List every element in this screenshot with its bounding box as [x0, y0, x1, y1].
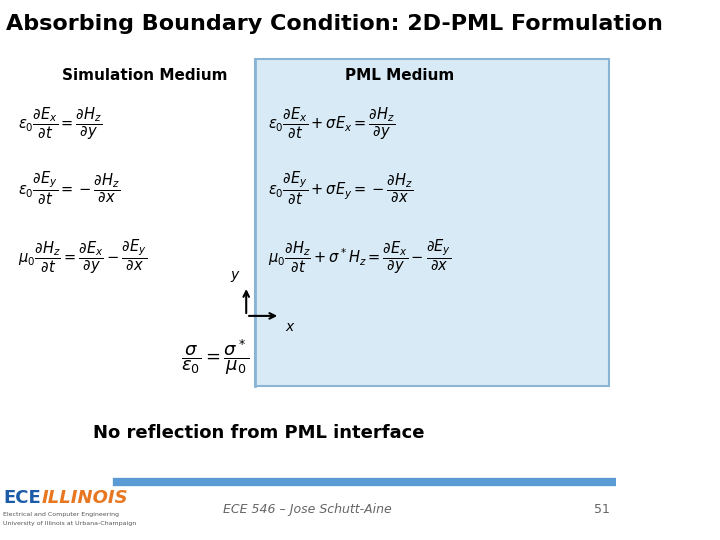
- Text: y: y: [230, 268, 239, 282]
- Text: Absorbing Boundary Condition: 2D-PML Formulation: Absorbing Boundary Condition: 2D-PML For…: [6, 14, 663, 33]
- Text: $\varepsilon_0 \dfrac{\partial E_y}{\partial t} + \sigma E_y = -\dfrac{\partial : $\varepsilon_0 \dfrac{\partial E_y}{\par…: [268, 170, 413, 207]
- Text: $\varepsilon_0 \dfrac{\partial E_x}{\partial t} = \dfrac{\partial H_z}{\partial : $\varepsilon_0 \dfrac{\partial E_x}{\par…: [19, 105, 103, 141]
- Text: ECE 546 – Jose Schutt-Aine: ECE 546 – Jose Schutt-Aine: [223, 503, 392, 516]
- FancyBboxPatch shape: [256, 59, 609, 386]
- Text: $\varepsilon_0 \dfrac{\partial E_y}{\partial t} = -\dfrac{\partial H_z}{\partial: $\varepsilon_0 \dfrac{\partial E_y}{\par…: [19, 170, 121, 207]
- Text: 51: 51: [593, 503, 609, 516]
- Text: PML Medium: PML Medium: [346, 68, 455, 83]
- Text: ILLINOIS: ILLINOIS: [42, 489, 128, 507]
- Text: $\varepsilon_0 \dfrac{\partial E_x}{\partial t} + \sigma E_x = \dfrac{\partial H: $\varepsilon_0 \dfrac{\partial E_x}{\par…: [268, 105, 395, 141]
- Text: University of Illinois at Urbana-Champaign: University of Illinois at Urbana-Champai…: [3, 521, 136, 525]
- Text: $\dfrac{\sigma}{\varepsilon_0} = \dfrac{\sigma^*}{\mu_0}$: $\dfrac{\sigma}{\varepsilon_0} = \dfrac{…: [181, 338, 250, 377]
- Text: $\mu_0 \dfrac{\partial H_z}{\partial t} + \sigma^* H_z = \dfrac{\partial E_x}{\p: $\mu_0 \dfrac{\partial H_z}{\partial t} …: [268, 238, 451, 276]
- Text: No reflection from PML interface: No reflection from PML interface: [93, 424, 424, 442]
- Text: Electrical and Computer Engineering: Electrical and Computer Engineering: [3, 512, 119, 517]
- Text: Simulation Medium: Simulation Medium: [61, 68, 227, 83]
- Text: x: x: [285, 320, 293, 334]
- Text: $\mu_0 \dfrac{\partial H_z}{\partial t} = \dfrac{\partial E_x}{\partial y} - \df: $\mu_0 \dfrac{\partial H_z}{\partial t} …: [19, 238, 148, 276]
- Text: ECE: ECE: [3, 489, 41, 507]
